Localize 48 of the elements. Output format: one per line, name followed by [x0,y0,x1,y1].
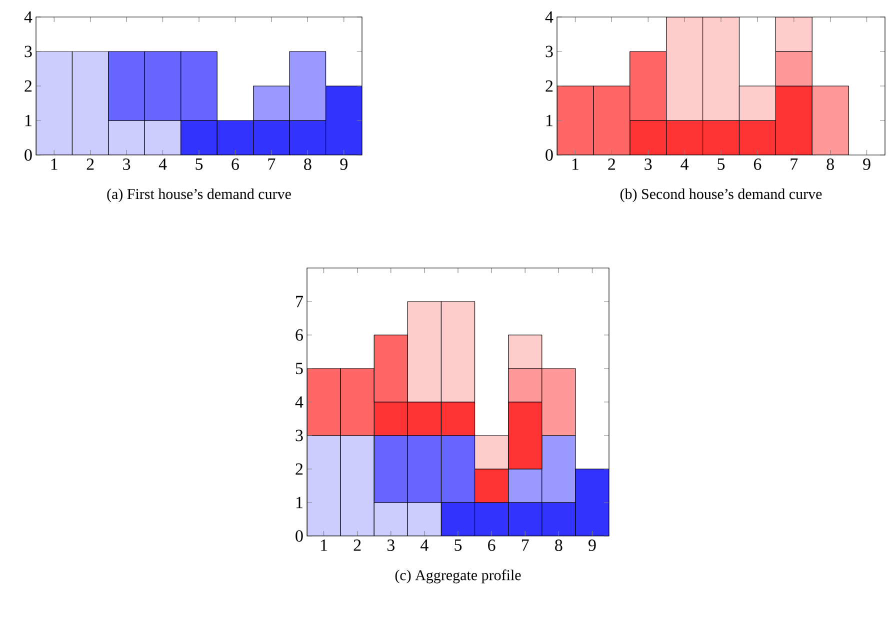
y-tick-label: 4 [545,11,554,23]
x-tick-label: 7 [790,158,798,170]
x-tick-label: 2 [86,158,94,170]
y-tick-label: 3 [546,46,553,58]
x-tick-label: 4 [420,540,428,551]
x-tick-label: 3 [387,540,394,551]
y-tick-label: 0 [24,149,32,161]
x-tick-label: 3 [644,158,652,170]
x-tick-label: 9 [588,540,596,551]
text: (a) First house’s demand curve [107,188,291,202]
y-tick-label: 6 [296,329,303,341]
x-tick-label: 4 [158,158,167,170]
x-tick-label: 6 [754,158,762,170]
x-tick-label: 2 [354,540,361,551]
y-tick-label: 2 [24,80,32,92]
x-tick-label: 5 [718,158,725,170]
text: (c) Aggregate profile [395,570,521,584]
y-tick-label: 7 [296,296,303,308]
x-tick-label: 9 [340,158,348,170]
x-tick-label: 8 [304,158,312,170]
y-tick-label: 4 [295,396,304,408]
x-tick-label: 7 [522,540,529,551]
y-tick-label: 0 [296,530,303,542]
x-tick-label: 8 [555,540,562,552]
y-tick-label: 2 [296,463,303,475]
y-tick-label: 3 [296,430,303,442]
y-tick-label: 3 [24,46,32,58]
y-tick-label: 5 [296,362,303,374]
x-tick-label: 7 [268,158,276,170]
x-tick-label: 6 [488,540,496,551]
y-tick-label: 4 [24,11,32,23]
x-tick-label: 6 [232,158,239,170]
x-tick-label: 1 [51,158,58,170]
y-tick-label: 0 [546,149,553,161]
y-tick-label: 1 [25,114,32,126]
x-tick-label: 5 [196,158,203,170]
x-tick-label: 3 [123,158,130,170]
x-tick-label: 1 [572,158,578,170]
y-tick-label: 2 [546,80,553,92]
x-tick-label: 4 [680,158,689,170]
x-tick-label: 2 [608,158,615,170]
x-tick-label: 5 [454,540,462,551]
y-tick-label: 1 [296,496,302,508]
x-tick-label: 8 [826,158,834,170]
y-tick-label: 1 [546,114,552,126]
text: (b) Second house’s demand curve [620,188,822,202]
x-tick-label: 1 [321,540,328,551]
x-tick-label: 9 [863,158,870,170]
